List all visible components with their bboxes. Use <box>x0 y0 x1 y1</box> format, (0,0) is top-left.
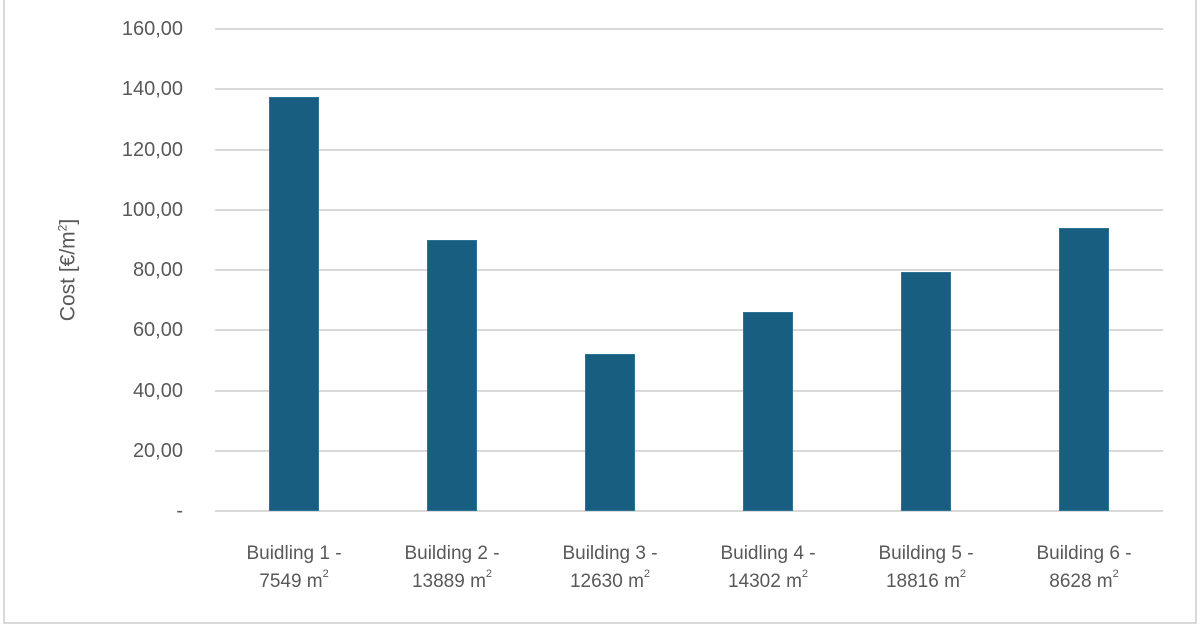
x-tick-area-value: 12630 m <box>569 571 644 592</box>
x-tick-building: Buidling 1 - <box>246 543 342 564</box>
x-tick-area-sup: 2 <box>1112 567 1119 580</box>
x-tick-area-sup: 2 <box>959 567 967 580</box>
x-tick-building: Buidling 4 - <box>720 543 816 564</box>
x-tick-area-value: 18816 m <box>885 571 960 592</box>
x-tick-area-sup: 2 <box>485 567 493 580</box>
x-tick-label: Buidling 1 - 7549 m2 <box>215 540 373 596</box>
x-tick-area: 8628 m2 <box>1005 568 1163 596</box>
bar <box>1059 227 1109 511</box>
x-tick-label: Building 2 - 13889 m2 <box>373 540 531 596</box>
y-tick-label: 20,00 <box>132 439 183 462</box>
x-tick-area-value: 7549 m <box>259 571 323 592</box>
x-tick-label: Building 6 - 8628 m2 <box>1005 540 1163 596</box>
x-tick-area: 13889 m2 <box>373 568 531 596</box>
x-tick-area-sup: 2 <box>322 567 329 580</box>
x-tick-area-value: 8628 m <box>1049 571 1113 592</box>
x-tick-building: Building 3 - <box>562 543 658 564</box>
x-tick-area: 7549 m2 <box>215 568 373 596</box>
gridline <box>215 389 1163 392</box>
y-tick-label: 100,00 <box>121 198 183 221</box>
x-tick-area-sup: 2 <box>801 567 809 580</box>
y-tick-label: 160,00 <box>121 18 183 40</box>
bar <box>901 271 951 511</box>
x-tick-area: 18816 m2 <box>847 568 1005 596</box>
x-tick-area: 12630 m2 <box>531 568 689 596</box>
y-tick-label: 60,00 <box>132 319 183 342</box>
gridline <box>215 208 1163 211</box>
x-tick-building: Building 5 - <box>878 543 974 564</box>
y-tick-label: 40,00 <box>132 379 183 402</box>
bar <box>427 239 477 511</box>
y-tick-label: 80,00 <box>132 259 183 281</box>
x-tick-area: 14302 m2 <box>689 568 847 596</box>
chart-frame <box>3 0 1197 624</box>
x-tick-label: Building 3 - 12630 m2 <box>531 540 689 596</box>
bar <box>269 96 319 511</box>
x-tick-area-value: 13889 m <box>411 571 486 592</box>
bar <box>585 354 635 511</box>
x-tick-area-sup: 2 <box>643 567 651 580</box>
gridline <box>215 148 1163 151</box>
y-tick-label: 140,00 <box>121 78 183 101</box>
x-tick-building: Building 6 - <box>1036 543 1132 564</box>
gridline <box>215 269 1163 271</box>
gridline <box>215 449 1163 452</box>
y-tick-label: 120,00 <box>121 138 183 161</box>
x-tick-area-value: 14302 m <box>727 571 802 592</box>
gridline <box>215 88 1163 91</box>
gridline <box>215 510 1163 512</box>
x-tick-building: Building 2 - <box>404 543 500 564</box>
gridline <box>215 28 1163 30</box>
gridline <box>215 329 1163 332</box>
y-axis-title-sup: 2 <box>55 224 70 232</box>
plot-area <box>215 28 1163 512</box>
x-tick-label: Building 5 - 18816 m2 <box>847 540 1005 596</box>
bar <box>743 312 793 511</box>
y-tick-label: - <box>176 500 183 522</box>
x-tick-label: Buidling 4 - 14302 m2 <box>689 540 847 596</box>
